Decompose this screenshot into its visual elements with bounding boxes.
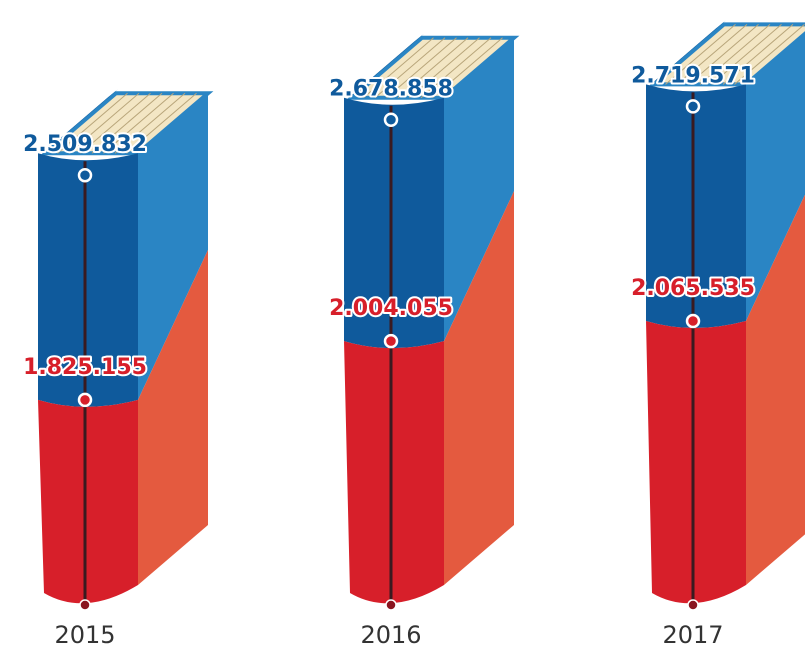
bar bbox=[646, 84, 746, 328]
base-dot bbox=[79, 599, 91, 611]
book-side-blue bbox=[138, 93, 208, 400]
x-tick-label: 2015 bbox=[54, 621, 115, 648]
value-dot bbox=[77, 167, 93, 183]
page-stripe bbox=[126, 92, 197, 154]
page-stripe bbox=[57, 92, 128, 154]
page-stripe bbox=[665, 24, 736, 85]
value-label: 2.065.535 bbox=[631, 276, 755, 301]
bar bbox=[344, 341, 444, 604]
page-stripe bbox=[114, 92, 186, 154]
value-dot bbox=[685, 99, 701, 114]
x-tick-label: 2016 bbox=[360, 621, 421, 648]
page-stripe bbox=[688, 24, 759, 85]
x-tick-label: 2017 bbox=[662, 621, 723, 648]
page-stripe bbox=[91, 92, 163, 154]
bar bbox=[646, 320, 746, 604]
value-label: 2.719.571 bbox=[631, 63, 755, 88]
book-pages bbox=[648, 22, 805, 87]
book-side-blue bbox=[444, 37, 514, 342]
page-stripe bbox=[699, 24, 771, 85]
book-spine-top bbox=[344, 33, 424, 102]
bar bbox=[38, 399, 138, 604]
page-stripe bbox=[420, 37, 492, 99]
page-stripe bbox=[68, 92, 140, 154]
value-dot bbox=[77, 392, 93, 408]
page-stripe bbox=[386, 37, 457, 99]
page-stripe bbox=[409, 37, 480, 99]
page-stripe bbox=[676, 24, 748, 85]
page-stripe bbox=[374, 37, 446, 99]
page-stripe bbox=[711, 24, 782, 85]
base-dot bbox=[687, 599, 699, 611]
value-label: 2.509.832 bbox=[23, 132, 147, 157]
bar bbox=[344, 97, 444, 349]
book: 2.719.571 2.065.535 2017 bbox=[629, 20, 805, 648]
value-dot bbox=[383, 112, 399, 127]
page-stripe bbox=[363, 37, 434, 99]
value-dot bbox=[685, 313, 701, 329]
value-dot bbox=[383, 333, 399, 349]
bar bbox=[38, 153, 138, 407]
page-stripe bbox=[80, 92, 151, 154]
book-side-red bbox=[444, 191, 514, 586]
page-stripe bbox=[722, 24, 794, 85]
book-spine-top bbox=[646, 20, 726, 89]
value-label: 2.004.055 bbox=[329, 296, 453, 321]
page-stripe bbox=[397, 37, 469, 99]
value-label: 1.825.155 bbox=[23, 355, 147, 380]
value-label: 2.678.858 bbox=[329, 77, 453, 102]
book-spine-top bbox=[38, 89, 118, 158]
book-side-red bbox=[138, 249, 208, 585]
page-stripe bbox=[734, 24, 805, 85]
book: 2.509.832 1.825.155 2015 bbox=[21, 89, 214, 648]
book-side-blue bbox=[746, 33, 805, 321]
book-side-red bbox=[746, 194, 805, 585]
page-stripe bbox=[432, 37, 503, 99]
page-stripe bbox=[103, 92, 174, 154]
base-dot bbox=[385, 599, 397, 611]
book: 2.678.858 2.004.055 2016 bbox=[327, 33, 520, 648]
